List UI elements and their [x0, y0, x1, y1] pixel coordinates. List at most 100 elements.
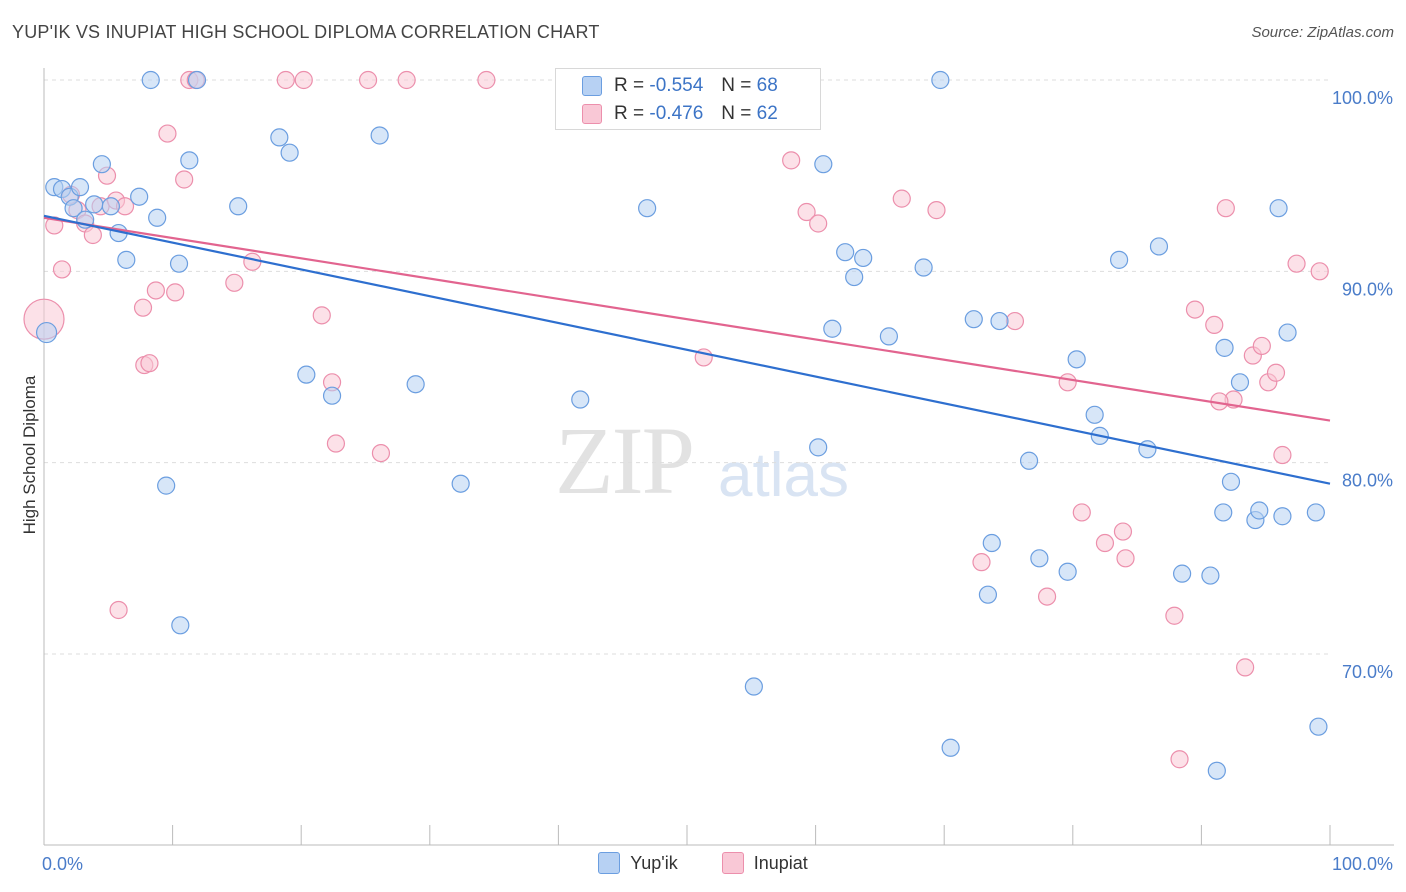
yupik-point — [180, 151, 199, 170]
y-tick-label: 90.0% — [1342, 279, 1393, 299]
inupiat-point — [1266, 363, 1286, 382]
yupik-point — [1058, 562, 1077, 581]
inupiat-point — [371, 444, 391, 463]
yupik-point — [1173, 564, 1192, 583]
inupiat-point — [1113, 522, 1133, 541]
yupik-point — [229, 197, 248, 216]
yupik-point — [35, 321, 58, 344]
yupik-point — [141, 70, 160, 90]
yupik-point — [1230, 373, 1250, 392]
yupik-point — [1067, 350, 1086, 369]
inupiat-point — [972, 553, 991, 572]
yupik-point — [1221, 472, 1241, 491]
inupiat-point — [146, 281, 165, 300]
inupiat-point — [892, 189, 911, 208]
trend-lines — [43, 214, 1331, 485]
yupik-n-label: N = — [721, 75, 752, 96]
yupik-point — [187, 70, 207, 90]
inupiat-point — [276, 70, 295, 90]
yupik-point — [1149, 237, 1169, 256]
inupiat-r-value: -0.476 — [649, 103, 704, 124]
yupik-point — [823, 319, 842, 338]
yupik-legend-swatch — [598, 852, 621, 874]
yupik-n-value: 68 — [756, 75, 778, 96]
stats-legend: R = -0.554 N = 68 R = -0.476 N = 62 — [555, 68, 821, 130]
yupik-point — [85, 195, 104, 214]
chart-title: YUP'IK VS INUPIAT HIGH SCHOOL DIPLOMA CO… — [12, 22, 600, 42]
yupik-point — [1273, 507, 1292, 526]
yupik-point — [70, 178, 90, 197]
inupiat-point — [225, 273, 244, 292]
yupik-legend-label: Yup'ik — [630, 852, 678, 873]
inupiat-point — [809, 214, 828, 233]
tick-labels: 100.0% 90.0% 80.0% 70.0% 0.0% 100.0% — [42, 88, 1393, 874]
inupiat-point — [927, 201, 946, 220]
yupik-point — [148, 208, 167, 227]
inupiat-point — [1095, 533, 1115, 553]
inupiat-point — [312, 306, 331, 325]
yupik-point — [370, 126, 389, 145]
yupik-point — [1207, 761, 1226, 780]
inupiat-trend-line — [43, 216, 1331, 422]
yupik-point — [809, 438, 828, 457]
yupik-point — [117, 250, 136, 269]
inupiat-point — [140, 354, 159, 373]
yupik-r-label: R = — [614, 75, 645, 96]
inupiat-point — [175, 170, 194, 189]
yupik-point — [879, 327, 899, 346]
inupiat-point — [83, 225, 102, 245]
yupik-point — [1109, 250, 1129, 269]
chart-source: Source: ZipAtlas.com — [1251, 24, 1394, 41]
yupik-points — [35, 70, 1328, 780]
yupik-point — [157, 476, 176, 495]
legend-row-inupiat: R = -0.476 N = 62 — [582, 101, 778, 127]
inupiat-n-value: 62 — [756, 103, 778, 124]
yupik-point — [1030, 549, 1049, 568]
yupik-point — [1269, 199, 1288, 218]
yupik-point — [1214, 503, 1233, 522]
inupiat-point — [109, 600, 128, 620]
inupiat-point — [52, 260, 72, 279]
legend-row-yupik: R = -0.554 N = 68 — [582, 73, 778, 99]
inupiat-point — [1205, 315, 1224, 335]
yupik-point — [1309, 717, 1328, 736]
y-tick-label: 100.0% — [1332, 88, 1393, 108]
inupiat-point — [1185, 300, 1205, 319]
watermark-zip: ZIP — [555, 407, 695, 514]
yupik-point — [638, 199, 657, 218]
yupik-point — [982, 533, 1001, 553]
yupik-swatch — [582, 76, 602, 96]
inupiat-legend-swatch — [721, 852, 744, 874]
yupik-point — [854, 248, 873, 268]
yupik-point — [1215, 338, 1234, 357]
yupik-trend-line — [43, 214, 1331, 485]
yupik-point — [845, 267, 864, 287]
inupiat-r-label: R = — [614, 103, 645, 124]
inupiat-point — [1170, 750, 1189, 769]
yupik-r-value: -0.554 — [649, 75, 704, 96]
inupiat-point — [797, 202, 816, 222]
inupiat-point — [1310, 262, 1329, 281]
yupik-point — [169, 254, 189, 273]
grid-lines — [44, 79, 1330, 655]
legend-item-inupiat[interactable]: Inupiat — [721, 852, 808, 874]
x-tick-label-end: 100.0% — [1332, 854, 1393, 874]
yupik-point — [1085, 405, 1104, 424]
yupik-point — [1278, 323, 1297, 342]
watermark-atlas: atlas — [718, 441, 849, 510]
inupiat-point — [1072, 503, 1091, 522]
inupiat-point — [1236, 658, 1255, 677]
yupik-point — [101, 197, 120, 216]
inupiat-point — [1287, 254, 1306, 273]
inupiat-point — [1165, 606, 1184, 625]
inupiat-point — [243, 252, 262, 271]
inupiat-point — [1037, 587, 1057, 606]
inupiat-point — [1058, 373, 1077, 392]
legend-item-yupik[interactable]: Yup'ik — [598, 852, 678, 874]
yupik-point — [270, 128, 289, 147]
yupik-point — [171, 616, 190, 635]
yupik-point — [130, 187, 149, 206]
inupiat-point — [782, 151, 801, 170]
y-tick-label: 70.0% — [1342, 662, 1393, 682]
